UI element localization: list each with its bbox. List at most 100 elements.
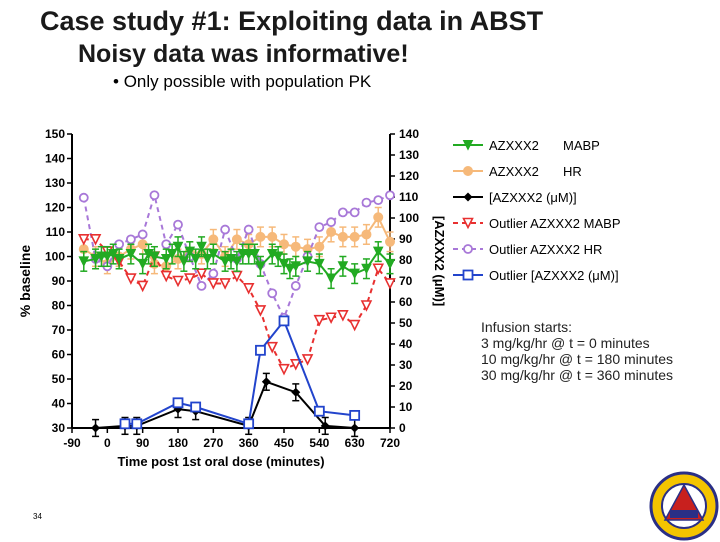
data-point xyxy=(301,354,314,366)
y-right-tick-label: 0 xyxy=(399,421,406,435)
legend-marker xyxy=(463,244,473,254)
data-point xyxy=(190,401,202,413)
data-point xyxy=(361,197,372,208)
data-point xyxy=(337,207,348,218)
data-point xyxy=(385,236,395,247)
data-point xyxy=(384,258,396,270)
annotation-line: 30 mg/kg/hr @ t = 360 minutes xyxy=(481,367,673,383)
data-point xyxy=(337,310,349,322)
data-point xyxy=(208,249,219,260)
data-point xyxy=(349,207,360,218)
data-point xyxy=(113,253,125,265)
data-point xyxy=(289,359,302,371)
y-right-tick-label: 20 xyxy=(399,379,413,393)
legend-marker xyxy=(463,192,473,202)
data-point xyxy=(349,231,360,242)
x-tick-label: 180 xyxy=(168,436,188,450)
data-point xyxy=(361,229,372,240)
data-point xyxy=(249,249,260,260)
data-point xyxy=(136,280,149,293)
data-point xyxy=(102,251,113,263)
data-point xyxy=(278,363,290,376)
data-point xyxy=(337,231,348,242)
legend-label: AZXXX2 xyxy=(489,164,539,179)
data-point xyxy=(361,263,372,275)
data-point xyxy=(384,278,396,290)
data-point xyxy=(348,319,361,332)
data-point xyxy=(202,253,213,265)
page-number: 34 xyxy=(33,512,42,521)
data-point xyxy=(172,275,184,288)
data-point xyxy=(337,261,349,272)
legend-label: Outlier [AZXXX2 (μM)] xyxy=(489,268,619,283)
data-point xyxy=(89,234,102,246)
data-point xyxy=(278,315,290,327)
data-point xyxy=(91,423,101,433)
data-point xyxy=(131,418,143,430)
data-point xyxy=(350,423,360,433)
legend-marker xyxy=(462,269,474,281)
y-right-tick-label: 90 xyxy=(399,232,413,246)
y-right-tick-label: 110 xyxy=(399,190,419,204)
x-tick-label: 360 xyxy=(239,436,259,450)
data-point xyxy=(372,246,384,258)
data-point xyxy=(172,397,184,409)
data-point xyxy=(385,190,395,201)
bullet-text: Only possible with population PK xyxy=(123,72,372,91)
x-tick-label: 450 xyxy=(274,436,294,450)
data-point xyxy=(208,234,219,245)
data-point xyxy=(173,219,183,230)
y-right-tick-label: 120 xyxy=(399,169,419,183)
data-point xyxy=(160,253,172,265)
legend-label: Outlier AZXXX2 MABP xyxy=(489,216,621,231)
y-right-tick-label: 100 xyxy=(399,211,419,225)
data-point xyxy=(196,280,207,291)
legend-marker xyxy=(463,166,473,176)
data-point xyxy=(190,253,201,265)
data-point xyxy=(195,268,208,280)
x-axis-label: Time post 1st oral dose (minutes) xyxy=(117,454,324,469)
y-right-tick-label: 130 xyxy=(399,148,419,162)
y-right-tick-label: 70 xyxy=(399,274,413,288)
y-left-tick-label: 140 xyxy=(45,152,65,166)
data-point xyxy=(267,288,278,299)
data-point xyxy=(372,263,385,276)
data-point xyxy=(326,227,337,237)
data-point xyxy=(137,258,148,270)
data-point xyxy=(255,231,266,242)
x-tick-label: 540 xyxy=(309,436,329,450)
y-axis-label-right: [AZXXX2 (μM)] xyxy=(432,216,447,306)
data-point xyxy=(373,212,384,223)
data-point xyxy=(178,256,190,268)
data-point xyxy=(325,312,337,325)
data-point xyxy=(125,273,137,285)
y-left-tick-label: 70 xyxy=(52,323,66,337)
legend-label: AZXXX2 xyxy=(489,138,539,153)
y-left-tick-label: 30 xyxy=(52,421,66,435)
data-point xyxy=(77,234,90,246)
data-point xyxy=(290,261,302,272)
data-point xyxy=(208,268,219,279)
y-left-tick-label: 120 xyxy=(45,201,65,215)
x-tick-label: 270 xyxy=(203,436,223,450)
y-left-tick-label: 40 xyxy=(52,397,66,411)
slide-subtitle: Noisy data was informative! xyxy=(78,40,409,68)
legend-label-2: MABP xyxy=(563,138,600,153)
legend-marker xyxy=(462,140,474,151)
data-point xyxy=(272,251,284,263)
x-tick-label: 90 xyxy=(136,436,150,450)
y-left-tick-label: 50 xyxy=(52,372,66,386)
y-right-tick-label: 60 xyxy=(399,295,413,309)
legend-label: [AZXXX2 (μM)] xyxy=(489,190,577,205)
data-point xyxy=(255,261,266,272)
data-point xyxy=(184,246,196,258)
y-right-tick-label: 30 xyxy=(399,358,413,372)
data-point xyxy=(231,256,243,268)
data-point xyxy=(326,217,337,228)
data-point xyxy=(220,224,231,235)
y-right-tick-label: 140 xyxy=(399,127,419,141)
y-left-tick-label: 100 xyxy=(45,250,65,264)
legend-label: Outlier AZXXX2 HR xyxy=(489,242,602,257)
data-point xyxy=(314,258,325,270)
y-right-tick-label: 10 xyxy=(399,400,413,414)
